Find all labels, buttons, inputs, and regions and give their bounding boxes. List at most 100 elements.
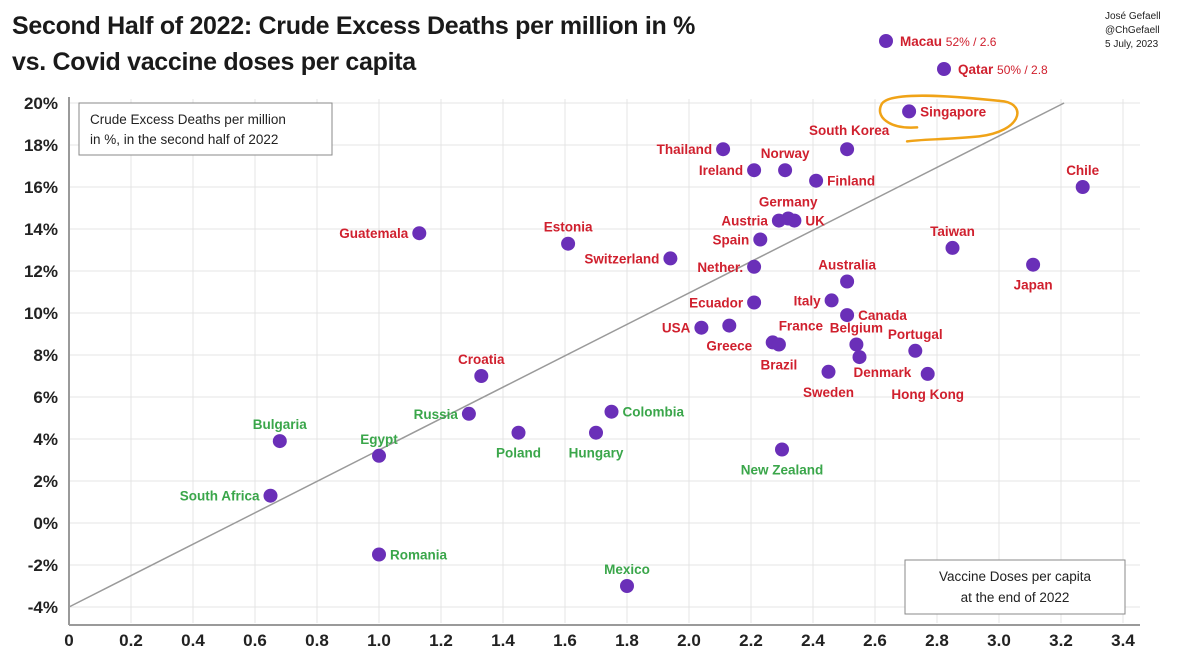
label-mexico: Mexico	[604, 562, 650, 577]
label-portugal: Portugal	[888, 327, 943, 342]
title-line-2: vs. Covid vaccine doses per capita	[12, 48, 416, 76]
label-russia: Russia	[414, 407, 459, 422]
point-brazil	[771, 337, 786, 352]
label-taiwan: Taiwan	[930, 224, 975, 239]
point-mexico	[620, 579, 634, 593]
x-tick-label: 0.8	[305, 631, 329, 650]
x-tick-label: 2.2	[739, 631, 763, 650]
point-usa	[694, 320, 709, 335]
x-tick-label: 0.6	[243, 631, 267, 650]
y-tick-label: 8%	[33, 346, 58, 365]
label-south-africa: South Africa	[180, 489, 260, 504]
point-italy	[824, 293, 839, 308]
x-tick-label: 0.4	[181, 631, 205, 650]
y-tick-label: 16%	[24, 178, 58, 197]
point-estonia	[561, 236, 576, 251]
x-tick-label: 0.2	[119, 631, 143, 650]
label-australia: Australia	[818, 258, 876, 273]
y-tick-label: 0%	[33, 514, 58, 533]
label-sweden: Sweden	[803, 385, 854, 400]
y-tick-label: 2%	[33, 472, 58, 491]
label-japan: Japan	[1014, 278, 1053, 293]
label-usa: USA	[662, 321, 691, 336]
label-canada: Canada	[858, 308, 907, 323]
x-tick-label: 1.2	[429, 631, 453, 650]
x-tick-label: 1.6	[553, 631, 577, 650]
credit-author: José Gefaell	[1105, 11, 1161, 22]
y-tick-label: 10%	[24, 304, 58, 323]
label-egypt: Egypt	[360, 432, 398, 447]
point-norway	[778, 163, 793, 178]
point-taiwan	[945, 240, 960, 255]
x-axis-note-line-2: at the end of 2022	[961, 590, 1070, 605]
point-portugal	[908, 343, 923, 358]
label-belgium: Belgium	[830, 321, 883, 336]
label-uk: UK	[805, 214, 825, 229]
label-finland: Finland	[827, 174, 875, 189]
chart-title: Second Half of 2022: Crude Excess Deaths…	[12, 8, 695, 80]
label-guatemala: Guatemala	[339, 226, 409, 241]
label-hong-kong: Hong Kong	[891, 387, 964, 402]
y-tick-label: 14%	[24, 220, 58, 239]
y-axis-note-line-2: in %, in the second half of 2022	[90, 132, 278, 147]
point-greece	[722, 318, 737, 333]
label-croatia: Croatia	[458, 352, 505, 367]
label-name: Macau	[900, 34, 946, 49]
label-greece: Greece	[706, 339, 752, 354]
label-chile: Chile	[1066, 163, 1099, 178]
x-tick-label: 2.4	[801, 631, 825, 650]
point-macau	[879, 34, 893, 48]
label-annotation: 50% / 2.8	[997, 63, 1048, 77]
y-tick-label: 6%	[33, 388, 58, 407]
label-estonia: Estonia	[544, 220, 593, 235]
title-line-1: Second Half of 2022: Crude Excess Deaths…	[12, 12, 696, 40]
point-new-zealand	[775, 442, 789, 457]
point-hungary	[589, 425, 603, 440]
label-south-korea: South Korea	[809, 123, 890, 138]
x-tick-label: 1.8	[615, 631, 639, 650]
data-points	[263, 34, 1090, 593]
label-colombia: Colombia	[623, 405, 685, 420]
x-tick-label: 1.0	[367, 631, 391, 650]
x-tick-label: 2.8	[925, 631, 949, 650]
label-austria: Austria	[721, 214, 768, 229]
highlight-group	[878, 94, 1019, 143]
label-switzerland: Switzerland	[584, 251, 659, 266]
x-tick-label: 1.4	[491, 631, 515, 650]
x-axis-note-box	[904, 559, 1126, 615]
x-tick-label: 2.0	[677, 631, 701, 650]
label-nether: Nether.	[697, 260, 743, 275]
x-axis-note-line-1: Vaccine Doses per capita	[939, 569, 1092, 584]
y-tick-label: -4%	[28, 598, 58, 617]
label-italy: Italy	[794, 293, 822, 308]
point-south-korea	[840, 142, 855, 157]
point-denmark	[852, 350, 867, 365]
y-tick-label: 4%	[33, 430, 58, 449]
credit-handle: @ChGefaell	[1105, 25, 1160, 36]
point-chile	[1075, 180, 1090, 194]
data-labels: Singapore South Korea Thailand Norway Irelan…	[180, 34, 1100, 577]
highlight-circle-singapore	[878, 94, 1019, 143]
label-thailand: Thailand	[657, 142, 713, 157]
point-colombia	[604, 404, 619, 419]
x-tick-label: 3.4	[1111, 631, 1135, 650]
label-spain: Spain	[713, 233, 750, 248]
point-south-africa	[263, 488, 278, 503]
point-belgium	[849, 337, 864, 352]
label-name: Qatar	[958, 62, 997, 77]
label-macau: Macau 52% / 2.6	[900, 34, 997, 49]
point-hong-kong	[920, 366, 935, 381]
point-australia	[840, 274, 855, 289]
label-denmark: Denmark	[854, 365, 912, 380]
point-switzerland	[663, 251, 678, 266]
point-thailand	[716, 142, 731, 157]
label-singapore: Singapore	[920, 104, 987, 119]
axis-notes: Crude Excess Deaths per million in %, in …	[78, 102, 1126, 615]
trend-line	[68, 102, 1065, 608]
point-qatar	[937, 62, 951, 76]
label-poland: Poland	[496, 446, 541, 461]
point-singapore	[902, 104, 917, 119]
point-canada	[840, 308, 855, 323]
grid	[69, 99, 1140, 623]
